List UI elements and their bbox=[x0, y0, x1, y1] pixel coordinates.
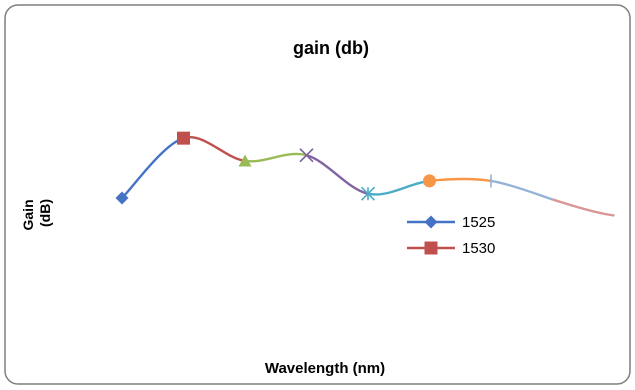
series-line-8 bbox=[552, 198, 615, 217]
series-line-7 bbox=[490, 179, 553, 201]
plot-area bbox=[115, 131, 615, 217]
y-axis-label: Gain (dB) bbox=[20, 195, 53, 230]
chart-title: gain (db) bbox=[293, 38, 369, 58]
legend-item-1525: 1525 bbox=[407, 214, 495, 231]
legend-marker-1525 bbox=[424, 215, 438, 229]
legend-item-1530: 1530 bbox=[407, 240, 495, 257]
y-axis-label-line-1: Gain bbox=[20, 199, 36, 230]
series-line-4 bbox=[306, 154, 369, 195]
legend-label-1530: 1530 bbox=[462, 240, 495, 257]
data-point-6 bbox=[423, 174, 436, 188]
data-point-4 bbox=[299, 148, 314, 163]
series-line-3 bbox=[244, 152, 307, 163]
line-chart: gain (db) Gain (dB) Wavelength (nm) 1525… bbox=[4, 4, 631, 385]
x-axis-label: Wavelength (nm) bbox=[265, 360, 385, 377]
chart-legend: 1525 1530 bbox=[407, 214, 495, 257]
chart-border bbox=[4, 4, 631, 385]
legend-marker-1530 bbox=[424, 241, 438, 255]
data-point-1 bbox=[115, 191, 129, 205]
data-point-5 bbox=[360, 186, 376, 201]
data-point-3 bbox=[238, 154, 252, 167]
y-axis-label-line-2: (dB) bbox=[37, 199, 53, 227]
data-point-2 bbox=[177, 131, 190, 145]
legend-label-1525: 1525 bbox=[462, 214, 495, 231]
chart-container: gain (db) Gain (dB) Wavelength (nm) 1525… bbox=[4, 4, 631, 385]
